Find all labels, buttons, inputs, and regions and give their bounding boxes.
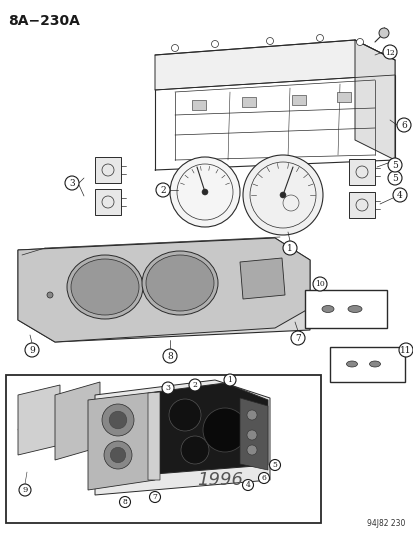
FancyBboxPatch shape (348, 192, 374, 218)
Polygon shape (55, 382, 100, 460)
Circle shape (119, 497, 130, 507)
Circle shape (25, 343, 39, 357)
Circle shape (171, 44, 178, 52)
Circle shape (247, 445, 256, 455)
Text: 6: 6 (400, 121, 406, 130)
Polygon shape (354, 40, 394, 160)
Circle shape (258, 472, 269, 483)
Text: 10: 10 (314, 280, 324, 288)
Circle shape (170, 157, 240, 227)
Polygon shape (18, 238, 309, 342)
Text: 8: 8 (167, 352, 173, 361)
FancyBboxPatch shape (348, 159, 374, 185)
Text: 8: 8 (122, 498, 127, 506)
Circle shape (387, 171, 401, 185)
Circle shape (378, 28, 388, 38)
Circle shape (211, 41, 218, 47)
Circle shape (382, 45, 396, 59)
Text: 5: 5 (272, 462, 277, 470)
Circle shape (202, 189, 207, 195)
Circle shape (266, 37, 273, 44)
Text: 2: 2 (192, 382, 197, 390)
Text: 5: 5 (391, 174, 397, 183)
Text: 12: 12 (384, 49, 394, 56)
Ellipse shape (321, 305, 333, 312)
Circle shape (19, 484, 31, 496)
Ellipse shape (347, 305, 361, 312)
Text: 9: 9 (29, 346, 35, 355)
Circle shape (242, 480, 253, 490)
Circle shape (110, 447, 126, 463)
Text: 5: 5 (391, 161, 397, 170)
Circle shape (242, 155, 322, 235)
Circle shape (102, 404, 134, 436)
Circle shape (104, 441, 132, 469)
Circle shape (290, 331, 304, 345)
Text: 94J82 230: 94J82 230 (366, 519, 404, 528)
Polygon shape (154, 40, 394, 90)
Bar (6, 375, 320, 523)
Circle shape (65, 176, 79, 190)
Text: 3: 3 (165, 384, 170, 392)
Text: 4: 4 (396, 191, 402, 200)
Circle shape (202, 408, 247, 452)
Circle shape (180, 436, 209, 464)
Circle shape (156, 183, 170, 197)
Text: 6: 6 (261, 474, 266, 482)
Text: 7: 7 (152, 494, 157, 502)
Ellipse shape (142, 251, 218, 315)
FancyBboxPatch shape (291, 95, 305, 105)
FancyBboxPatch shape (242, 97, 255, 107)
Circle shape (223, 374, 235, 386)
Ellipse shape (346, 361, 357, 367)
Circle shape (169, 399, 201, 431)
Ellipse shape (67, 255, 142, 319)
Circle shape (279, 192, 285, 198)
Circle shape (312, 277, 326, 291)
Ellipse shape (146, 255, 214, 311)
Text: 2: 2 (160, 186, 166, 195)
Circle shape (387, 158, 401, 172)
FancyBboxPatch shape (95, 189, 121, 215)
Ellipse shape (369, 361, 380, 367)
FancyBboxPatch shape (336, 92, 350, 102)
Polygon shape (95, 380, 269, 495)
Text: 1: 1 (227, 376, 232, 384)
Circle shape (47, 292, 53, 298)
Circle shape (316, 35, 323, 42)
Polygon shape (147, 392, 159, 480)
Circle shape (247, 430, 256, 440)
Text: 1: 1 (287, 244, 292, 253)
Polygon shape (240, 258, 284, 299)
Text: 11: 11 (399, 346, 411, 355)
Circle shape (247, 410, 256, 420)
Text: 8A−230A: 8A−230A (8, 14, 80, 28)
Circle shape (149, 491, 160, 503)
Text: 3: 3 (69, 179, 75, 188)
Ellipse shape (71, 259, 139, 315)
Circle shape (398, 343, 412, 357)
Circle shape (269, 459, 280, 471)
Bar (329, 347, 404, 382)
Polygon shape (154, 383, 267, 474)
Circle shape (392, 188, 406, 202)
Text: 7: 7 (294, 334, 300, 343)
Bar (304, 290, 386, 328)
Circle shape (161, 382, 173, 394)
Polygon shape (18, 238, 309, 342)
Circle shape (396, 118, 410, 132)
Polygon shape (240, 398, 267, 470)
Circle shape (163, 349, 177, 363)
Text: 4: 4 (245, 481, 250, 489)
FancyBboxPatch shape (192, 100, 206, 110)
Text: 1996: 1996 (197, 471, 242, 489)
FancyBboxPatch shape (95, 157, 121, 183)
Circle shape (282, 241, 296, 255)
Circle shape (109, 411, 126, 429)
Text: 9: 9 (22, 487, 28, 495)
Circle shape (189, 379, 201, 391)
Circle shape (356, 38, 363, 45)
Polygon shape (88, 392, 154, 490)
Polygon shape (18, 385, 60, 455)
